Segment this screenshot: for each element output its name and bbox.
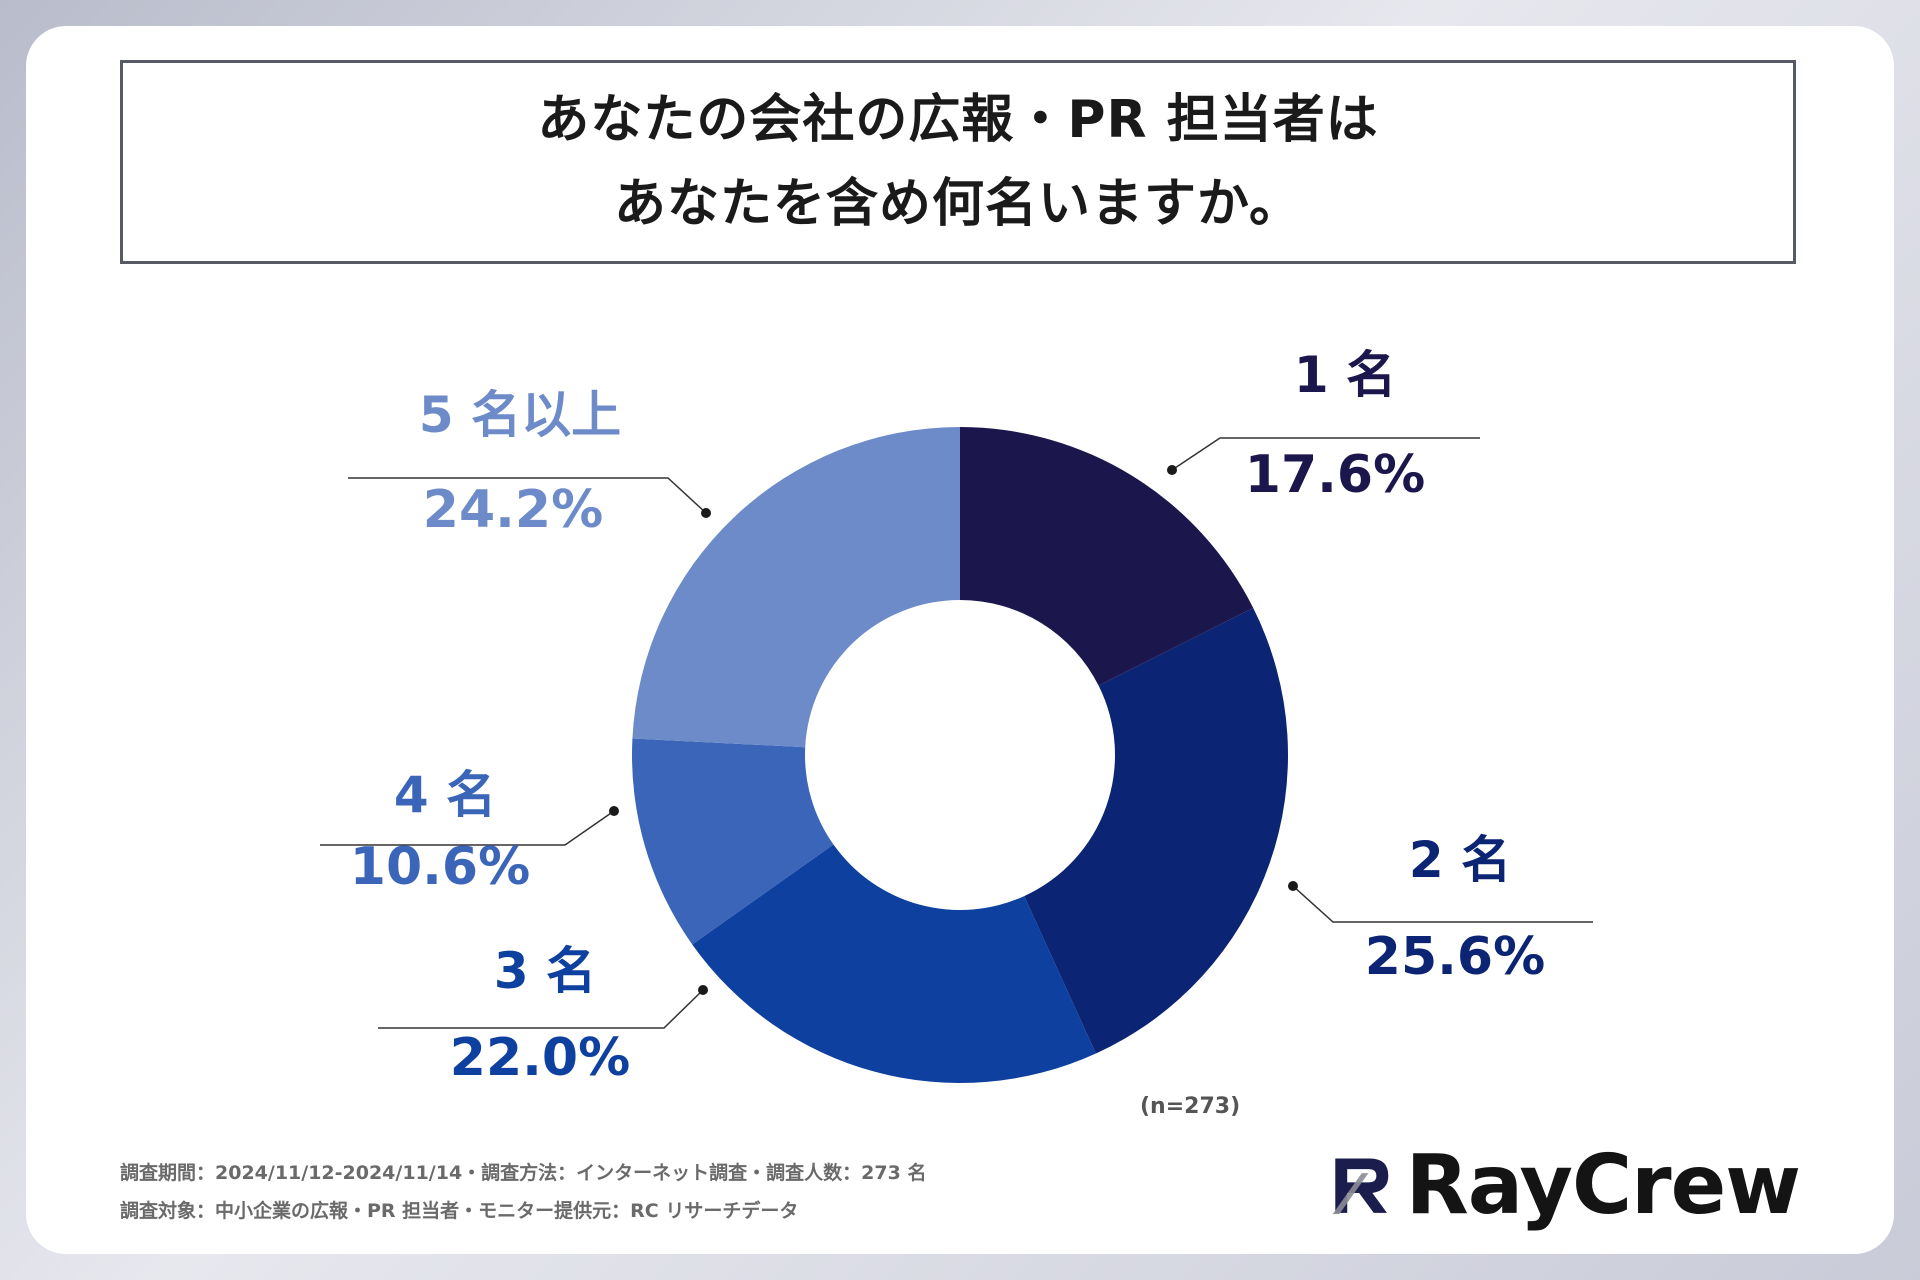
raycrew-logo-mark-icon <box>1332 1158 1389 1215</box>
category-label-4: 4 名 <box>394 766 496 824</box>
chart-title-line-1: あなたの会社の広報・PR 担当者は <box>537 90 1379 150</box>
title-box: あなたの会社の広報・PR 担当者は あなたを含め何名いますか。 <box>120 60 1796 264</box>
donut-slice-2 <box>1024 607 1288 1054</box>
footer-survey-target: 調査対象：中小企業の広報・PR 担当者・モニター提供元：RC リサーチデータ <box>120 1200 799 1222</box>
leader-dot-5 <box>701 508 711 518</box>
category-label-2: 2 名 <box>1409 831 1511 889</box>
leader-line-4 <box>320 810 615 846</box>
leader-dot-1 <box>1167 465 1177 475</box>
value-label-1: 17.6% <box>1245 445 1425 505</box>
leader-dot-3 <box>698 985 708 995</box>
value-label-4: 10.6% <box>350 837 530 897</box>
leader-dot-2 <box>1288 881 1298 891</box>
donut-slice-3 <box>692 844 1096 1083</box>
leader-line-5 <box>348 477 707 514</box>
value-label-2: 25.6% <box>1365 927 1545 987</box>
leader-line-2 <box>1292 885 1593 923</box>
category-label-3: 3 名 <box>494 942 596 1000</box>
leader-line-3 <box>378 989 704 1029</box>
chart-title-line-2: あなたを含め何名いますか。 <box>614 174 1302 234</box>
footer-survey-period: 調査期間：2024/11/12-2024/11/14・調査方法：インターネット調… <box>120 1162 927 1184</box>
leader-dot-4 <box>609 806 619 816</box>
category-label-1: 1 名 <box>1294 346 1396 404</box>
donut-slice-1 <box>960 427 1254 686</box>
donut-slice-4 <box>632 738 834 945</box>
raycrew-logo-text: RayCrew <box>1405 1137 1801 1233</box>
value-label-5: 24.2% <box>423 480 603 540</box>
donut-slice-5 <box>632 427 960 748</box>
value-label-3: 22.0% <box>450 1028 630 1088</box>
category-label-5: 5 名以上 <box>419 386 621 444</box>
sample-size: (n=273) <box>1140 1094 1241 1119</box>
raycrew-logo: RayCrew <box>1330 1130 1801 1240</box>
leader-line-1 <box>1171 437 1480 471</box>
